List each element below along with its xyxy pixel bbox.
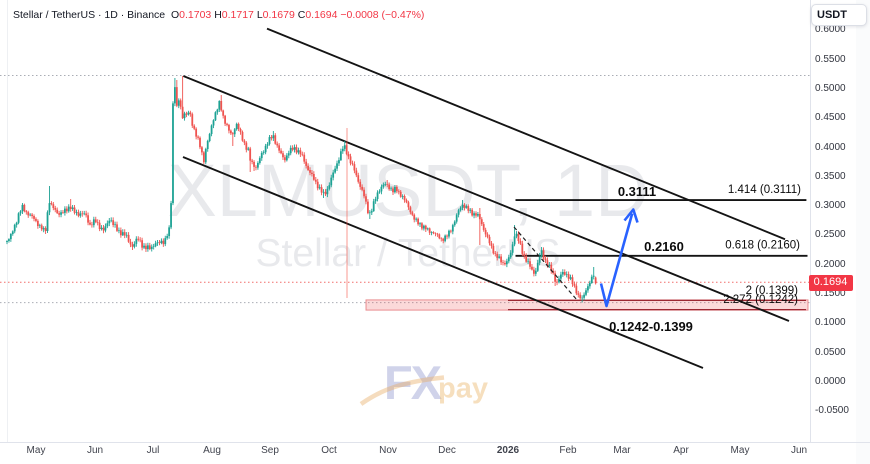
svg-text:0.3111: 0.3111 — [618, 184, 656, 199]
svg-text:2.272 (0.1242): 2.272 (0.1242) — [723, 294, 798, 306]
svg-text:0.2160: 0.2160 — [644, 239, 684, 254]
svg-text:1.414 (0.3111): 1.414 (0.3111) — [728, 184, 801, 196]
svg-text:0.618 (0.2160): 0.618 (0.2160) — [725, 240, 800, 252]
svg-text:pay: pay — [438, 373, 488, 405]
svg-text:0.1242-0.1399: 0.1242-0.1399 — [609, 319, 693, 334]
svg-text:FX: FX — [384, 356, 442, 409]
svg-text:XLMUSDT, 1D: XLMUSDT, 1D — [167, 149, 648, 232]
svg-text:2 (0.1399): 2 (0.1399) — [746, 285, 799, 297]
svg-text:Stellar / TetherUS: Stellar / TetherUS — [256, 232, 561, 275]
